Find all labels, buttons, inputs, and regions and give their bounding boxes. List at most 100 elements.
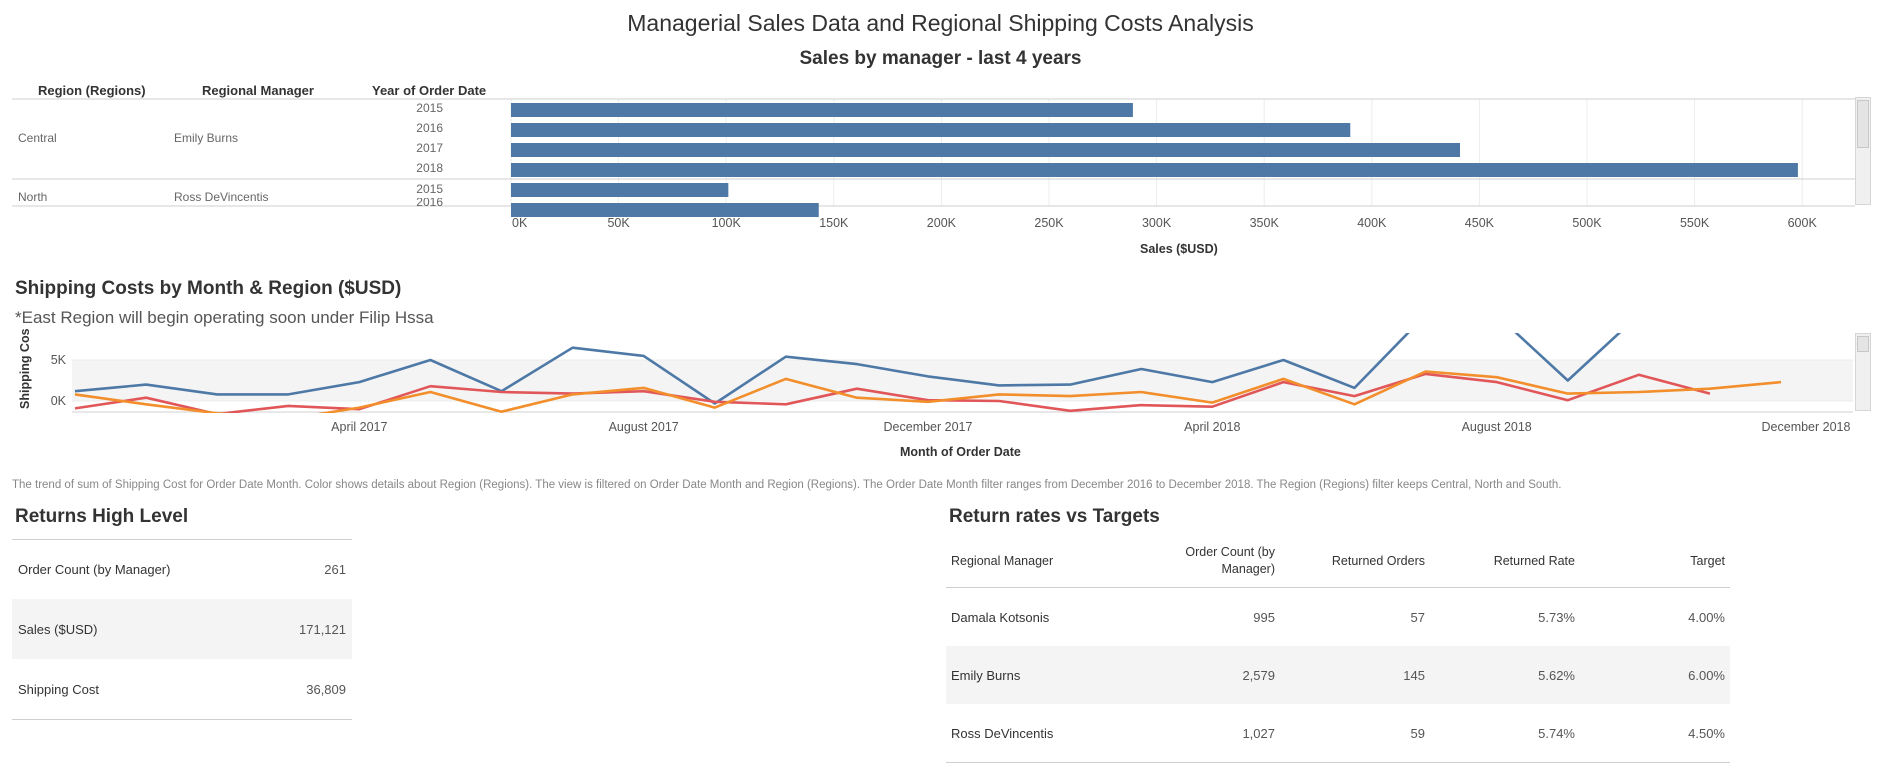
returned-rate-cell: 5.73% [1538, 609, 1575, 625]
high-level-value: 36,809 [306, 681, 346, 697]
manager-label-ross-devincentis: Ross DeVincentis [174, 190, 269, 204]
high-level-row: Sales ($USD) 171,121 [12, 599, 352, 659]
region-header[interactable]: Region (Regions) [38, 83, 146, 98]
order-count-cell: 2,579 [1242, 667, 1275, 683]
high-level-row: Order Count (by Manager) 261 [12, 539, 352, 599]
col-header-returned-rate[interactable]: Returned Rate [1493, 554, 1575, 568]
returned-rate-cell: 5.74% [1538, 725, 1575, 741]
dashboard-title: Managerial Sales Data and Regional Shipp… [627, 10, 1254, 36]
line-y-tick-label: 0K [51, 394, 67, 408]
returned-rate-cell: 5.62% [1538, 667, 1575, 683]
year-label-clip: 2016 [383, 198, 443, 206]
year-label: 2015 [416, 182, 443, 196]
line-chart-caption: The trend of sum of Shipping Cost for Or… [12, 479, 1562, 491]
year-label: 2016 [416, 121, 443, 135]
bar-x-axis-ticks: 0K 50K 100K 150K 200K 250K 300K 350K 400K 450K 500… [512, 216, 1817, 230]
line-chart-title: Shipping Costs by Month & Region ($USD) [15, 278, 402, 299]
line-y-tick-label: 5K [51, 353, 67, 367]
sales-bar[interactable] [511, 103, 1133, 117]
bar-x-tick-label: 550K [1680, 216, 1710, 230]
col-header-target[interactable]: Target [1690, 554, 1725, 568]
bar-chart-scroll-thumb[interactable] [1857, 100, 1869, 148]
return-rates-table: Regional Manager Order Count (by Manager… [946, 535, 1730, 763]
target-cell: 4.50% [1688, 725, 1725, 741]
line-x-tick-label: December 2017 [884, 420, 973, 434]
bar-x-tick-label: 0K [512, 216, 528, 230]
sales-bar[interactable] [511, 143, 1461, 157]
returns-high-level-title: Returns High Level [15, 506, 189, 527]
order-count-cell: 995 [1253, 609, 1275, 625]
order-count-cell: 1,027 [1242, 725, 1275, 741]
sales-bar[interactable] [511, 183, 729, 197]
manager-cell: Damala Kotsonis [951, 609, 1050, 625]
return-rates-header-row: Regional Manager Order Count (by Manager… [946, 535, 1730, 588]
series-line-central[interactable] [74, 330, 1639, 405]
target-cell: 6.00% [1688, 667, 1725, 683]
line-chart-scrollbar[interactable] [1855, 333, 1871, 411]
bar-x-tick-label: 400K [1357, 216, 1387, 230]
table-row: Damala Kotsonis 995 57 5.73% 4.00% [946, 588, 1730, 646]
col-header-regional-manager[interactable]: Regional Manager [951, 554, 1054, 568]
bar-chart-scrollbar[interactable] [1855, 97, 1871, 205]
bar-x-tick-label: 150K [819, 216, 849, 230]
table-row: Ross DeVincentis 1,027 59 5.74% 4.50% [946, 704, 1730, 763]
sales-bar[interactable] [511, 163, 1798, 177]
line-gridlines [72, 359, 1853, 413]
manager-header[interactable]: Regional Manager [202, 83, 314, 98]
region-label-central: Central [18, 131, 57, 145]
col-header-order-count[interactable]: Order Count (by Manager) [1096, 544, 1280, 578]
bar-chart-title: Sales by manager - last 4 years [799, 48, 1082, 69]
table-row: Emily Burns 2,579 145 5.62% 6.00% [946, 646, 1730, 704]
manager-cell: Ross DeVincentis [951, 725, 1054, 741]
manager-label-emily-burns: Emily Burns [174, 131, 239, 145]
bar-x-tick-label: 200K [927, 216, 957, 230]
sales-bar[interactable] [511, 203, 819, 217]
high-level-label: Shipping Cost [18, 681, 99, 697]
high-level-value: 261 [324, 562, 346, 577]
returned-orders-cell: 59 [1410, 725, 1425, 741]
bar-x-axis-title: Sales ($USD) [1140, 242, 1218, 256]
bar-x-tick-label: 250K [1034, 216, 1064, 230]
bar-marks [511, 103, 1798, 217]
bar-x-tick-label: 50K [607, 216, 630, 230]
bar-x-tick-label: 300K [1142, 216, 1172, 230]
bar-x-tick-label: 100K [712, 216, 742, 230]
sales-bar[interactable] [511, 123, 1351, 137]
high-level-label: Sales ($USD) [18, 621, 98, 637]
col-header-order-count-text: Order Count (by Manager) [1185, 545, 1275, 576]
line-x-tick-label: August 2018 [1462, 420, 1532, 434]
year-label: 2016 [416, 198, 443, 206]
east-region-note: *East Region will begin operating soon u… [15, 308, 434, 327]
region-label-north: North [18, 190, 48, 204]
bar-x-tick-label: 600K [1788, 216, 1818, 230]
line-x-axis-ticks: April 2017 August 2017 December 2017 April … [331, 420, 1850, 434]
returns-high-level-table: Order Count (by Manager) 261 Sales ($USD… [12, 539, 352, 720]
series-line-south[interactable] [74, 370, 1782, 420]
line-x-tick-label: August 2017 [609, 420, 679, 434]
returned-orders-cell: 145 [1403, 667, 1425, 683]
line-series-group [74, 330, 1782, 420]
bar-x-tick-label: 500K [1572, 216, 1602, 230]
year-header[interactable]: Year of Order Date [372, 83, 487, 98]
high-level-value: 171,121 [299, 621, 346, 637]
high-level-row: Shipping Cost 36,809 [12, 659, 352, 719]
target-cell: 4.00% [1688, 609, 1725, 625]
sales-bar-chart: 0K 50K 100K 150K 200K 250K 300K 350K 400K 450K 500… [12, 98, 1855, 230]
bar-x-tick-label: 350K [1250, 216, 1280, 230]
bar-x-tick-label: 450K [1465, 216, 1495, 230]
returned-orders-cell: 57 [1410, 609, 1425, 625]
line-x-axis-title: Month of Order Date [900, 445, 1021, 459]
high-level-label: Order Count (by Manager) [18, 562, 171, 577]
line-y-axis-ticks: 5K 0K [51, 353, 67, 408]
year-label: 2017 [416, 141, 443, 155]
line-x-tick-label: April 2018 [1184, 420, 1240, 434]
return-rates-title: Return rates vs Targets [949, 506, 1160, 527]
line-x-tick-label: April 2017 [331, 420, 387, 434]
col-header-returned-orders[interactable]: Returned Orders [1331, 554, 1425, 568]
manager-cell: Emily Burns [951, 667, 1021, 683]
year-label: 2018 [416, 161, 443, 175]
year-label: 2015 [416, 101, 443, 115]
line-x-tick-label: December 2018 [1762, 420, 1851, 434]
line-chart-scroll-thumb[interactable] [1857, 336, 1869, 352]
